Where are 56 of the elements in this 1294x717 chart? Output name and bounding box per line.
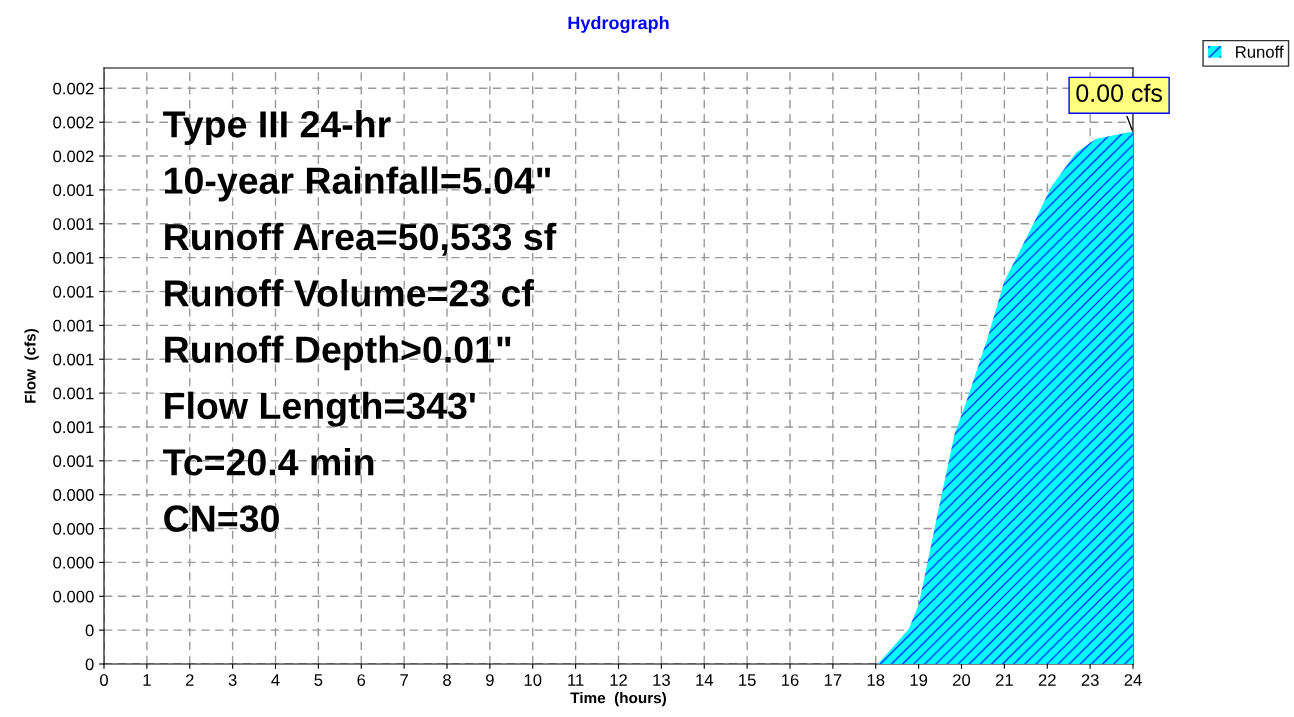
y-tick-label: 0.002: [53, 150, 94, 163]
annotation: Runoff Depth>0.01": [165, 335, 511, 371]
y-tick-label: 0.001: [53, 387, 94, 400]
annotation: Flow Length=343': [165, 391, 475, 427]
x-tick-label: 17: [824, 674, 842, 686]
x-tick-label: 6: [357, 674, 366, 686]
annotation: CN=30: [164, 505, 279, 532]
y-tick-label: 0.000: [53, 590, 94, 603]
y-tick-label: 0.000: [53, 522, 94, 535]
x-tick-label: 12: [610, 674, 627, 686]
legend-label: Runoff: [1236, 45, 1284, 58]
x-tick-label: 18: [867, 674, 885, 686]
x-tick-label: 20: [953, 674, 971, 686]
annotation: 0.00 cfs: [1076, 83, 1162, 103]
x-tick-label: 23: [1081, 674, 1099, 686]
x-tick-label: 7: [400, 674, 408, 686]
y-tick-label: 0.001: [53, 184, 94, 197]
x-tick-label: 1: [143, 674, 151, 686]
annotation: Tc=20.4 min: [163, 448, 374, 476]
x-tick-label: 13: [653, 674, 670, 686]
x-tick-label: 19: [910, 674, 928, 686]
x-axis-title: Time (hours): [570, 692, 666, 707]
x-tick-label: 0: [100, 674, 108, 686]
x-tick-label: 16: [782, 674, 799, 686]
x-tick-label: 14: [696, 674, 714, 686]
y-tick-label: 0: [85, 624, 94, 637]
x-tick-label: 22: [1038, 674, 1056, 686]
annotation: Runoff Volume=23 cf: [165, 279, 534, 307]
annotation: 10-year Rainfall=5.04": [165, 166, 551, 202]
annotation: Type III 24-hr: [163, 110, 391, 146]
y-tick-label: 0.002: [53, 82, 94, 95]
y-axis-title: Flow (cfs): [24, 328, 39, 403]
x-tick-label: 9: [486, 674, 494, 686]
x-tick-label: 5: [314, 674, 323, 686]
y-tick-label: 0.001: [53, 421, 94, 434]
y-tick-label: 0.000: [53, 556, 94, 569]
y-tick-label: 0.000: [53, 489, 94, 501]
y-tick-label: 0: [85, 658, 94, 671]
y-tick-label: 0.001: [53, 285, 94, 298]
x-tick-label: 4: [271, 674, 280, 686]
x-tick-label: 8: [443, 674, 451, 686]
y-tick-label: 0.001: [53, 218, 94, 230]
x-tick-label: 2: [185, 674, 194, 686]
x-tick-label: 11: [568, 674, 584, 686]
x-tick-label: 24: [1124, 674, 1142, 686]
chart-title: Hydrograph: [568, 16, 669, 33]
annotation: Runoff Area=50,533 sf: [165, 222, 557, 256]
y-tick-label: 0.002: [53, 116, 94, 129]
y-tick-label: 0.001: [53, 353, 94, 366]
x-tick-label: 21: [995, 674, 1013, 686]
y-tick-label: 0.001: [53, 319, 94, 332]
y-tick-label: 0.001: [53, 455, 94, 468]
y-tick-label: 0.001: [53, 252, 94, 264]
x-tick-label: 10: [524, 674, 542, 686]
x-tick-label: 15: [739, 674, 756, 686]
x-tick-label: 3: [228, 674, 237, 686]
